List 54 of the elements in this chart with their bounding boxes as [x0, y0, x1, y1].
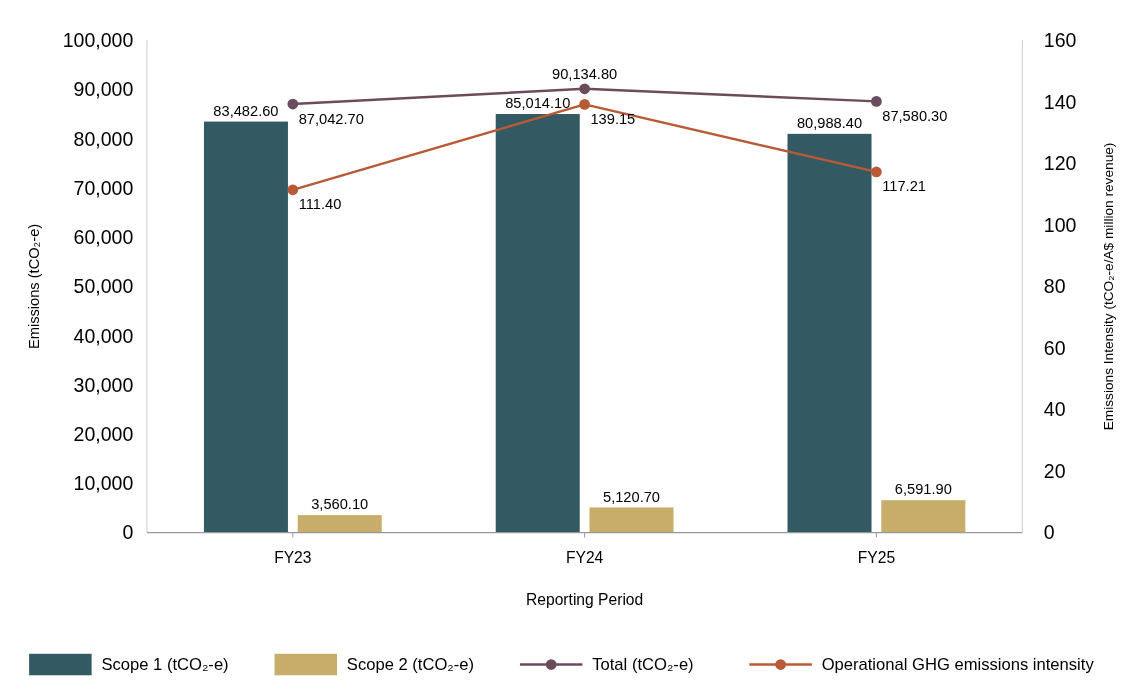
- y2-tick-label: 20: [1043, 459, 1066, 482]
- data-label: 5,120.70: [603, 488, 661, 505]
- data-label: 90,134.80: [552, 66, 618, 83]
- legend-label: Scope 2 (tCO₂-e): [346, 655, 475, 675]
- x-tick-label: FY25: [857, 548, 896, 566]
- y-axis-title: Emissions (tCO₂-e): [26, 223, 43, 350]
- data-label: 3,560.10: [311, 496, 369, 513]
- point: [579, 83, 590, 95]
- y-tick-label: 10,000: [73, 472, 134, 495]
- y-tick-label: 80,000: [73, 127, 134, 150]
- data-label: 85,014.10: [505, 95, 571, 112]
- y2-tick-label: 120: [1043, 152, 1077, 175]
- point: [287, 184, 299, 196]
- data-label: 111.40: [298, 196, 342, 213]
- x-tick-label: FY23: [274, 548, 312, 566]
- data-label: 139.15: [590, 110, 636, 127]
- x-tick-label: FY24: [565, 548, 604, 566]
- data-label: 87,580.30: [882, 107, 948, 124]
- legend-label: Scope 1 (tCO₂-e): [101, 655, 229, 675]
- y-tick-label: 50,000: [73, 275, 134, 298]
- legend-label: Operational GHG emissions intensity: [821, 655, 1095, 675]
- data-label: 87,042.70: [298, 110, 364, 127]
- data-label: 83,482.60: [213, 102, 279, 119]
- data-label: 6,591.90: [894, 481, 952, 498]
- y2-tick-label: 40: [1043, 398, 1066, 421]
- y-tick-label: 0: [122, 521, 134, 544]
- y-tick-label: 20,000: [73, 423, 134, 445]
- y2-axis-title: Emissions Intensity (tCO₂-e/A$ million revenue): [1101, 142, 1117, 431]
- y-tick-label: 100,000: [62, 29, 134, 52]
- y-tick-label: 70,000: [73, 176, 134, 199]
- data-label: 117.21: [882, 178, 926, 195]
- y2-tick-label: 100: [1043, 213, 1077, 236]
- y2-tick-label: 60: [1043, 336, 1066, 359]
- y-tick-label: 30,000: [73, 373, 134, 396]
- bar: [203, 121, 288, 533]
- y-tick-label: 90,000: [73, 78, 134, 101]
- point: [287, 98, 299, 110]
- x-axis-title: Reporting Period: [525, 590, 644, 608]
- point: [871, 166, 882, 178]
- bar: [589, 507, 674, 533]
- bar: [881, 500, 966, 533]
- data-label: 80,988.40: [796, 114, 863, 131]
- y2-tick-label: 0: [1043, 521, 1055, 544]
- legend-label: Total (tCO₂-e): [592, 655, 694, 675]
- y2-tick-label: 80: [1043, 275, 1066, 298]
- y-tick-label: 40,000: [73, 324, 134, 347]
- y-tick-label: 60,000: [73, 226, 134, 249]
- point: [579, 99, 590, 110]
- y2-tick-label: 160: [1043, 29, 1077, 52]
- bar: [787, 133, 872, 533]
- bar: [297, 515, 382, 533]
- bar: [495, 114, 580, 533]
- y2-tick-label: 140: [1043, 90, 1077, 113]
- point: [871, 96, 882, 107]
